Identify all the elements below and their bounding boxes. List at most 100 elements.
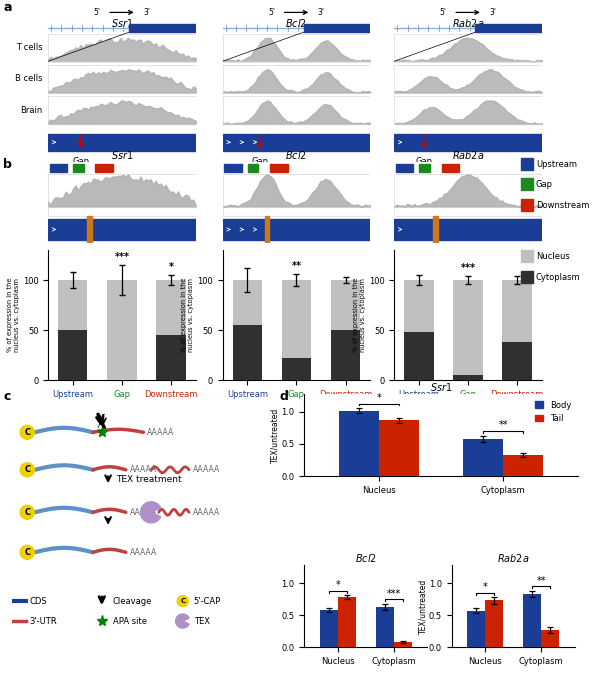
Text: $\it{Rab2a}$: $\it{Rab2a}$	[452, 149, 484, 161]
Text: 3': 3'	[143, 8, 150, 18]
Text: **: **	[291, 261, 302, 271]
Bar	[404, 280, 433, 332]
Bar	[48, 34, 196, 61]
Bar	[49, 164, 67, 172]
Text: 3'-UTR: 3'-UTR	[29, 616, 57, 625]
Text: Gap: Gap	[251, 157, 268, 166]
Text: TEX: TEX	[194, 616, 209, 625]
Y-axis label: % of expression in the
nucleus vs. cytoplasm: % of expression in the nucleus vs. cytop…	[181, 278, 194, 352]
Bar	[232, 325, 262, 380]
Text: Downstream: Downstream	[536, 201, 589, 210]
Bar	[48, 174, 196, 216]
Text: $\it{Ssr1}$: $\it{Ssr1}$	[111, 17, 133, 29]
Bar	[376, 607, 394, 647]
Bar	[48, 97, 196, 124]
Text: b: b	[3, 158, 12, 171]
Text: c: c	[3, 390, 10, 403]
Text: Cleavage: Cleavage	[113, 597, 152, 606]
Text: T cells: T cells	[16, 43, 42, 52]
Bar	[48, 134, 196, 151]
Bar	[420, 164, 430, 172]
Bar	[107, 280, 137, 380]
Bar	[338, 597, 356, 647]
Text: ***: ***	[386, 588, 401, 599]
Bar	[394, 65, 542, 92]
Circle shape	[20, 545, 34, 560]
Bar	[453, 375, 483, 380]
Text: C: C	[24, 465, 30, 474]
Text: *: *	[483, 582, 488, 592]
Bar	[433, 216, 438, 243]
Text: d: d	[280, 390, 289, 403]
Bar	[87, 216, 92, 243]
Bar	[223, 97, 370, 124]
Bar	[265, 216, 269, 243]
Text: APA: APA	[81, 253, 98, 262]
Bar	[223, 174, 370, 216]
Bar	[396, 164, 414, 172]
Bar	[453, 280, 483, 375]
Text: *: *	[169, 262, 173, 272]
Title: $\it{Ssr1}$: $\it{Ssr1}$	[430, 381, 452, 393]
Text: AAAAA: AAAAA	[147, 428, 175, 437]
Text: AAAAA: AAAAA	[193, 465, 220, 474]
Text: C: C	[24, 508, 30, 516]
Text: *: *	[335, 580, 340, 590]
Bar	[232, 280, 262, 325]
Bar	[394, 219, 542, 240]
Circle shape	[20, 506, 34, 519]
Text: AAAAA: AAAAA	[129, 548, 157, 557]
Text: ***: ***	[114, 252, 129, 262]
Text: $\it{Ssr1}$: $\it{Ssr1}$	[111, 149, 133, 161]
Y-axis label: TEX/untreated: TEX/untreated	[418, 579, 427, 634]
Circle shape	[20, 463, 34, 477]
Bar	[48, 219, 196, 240]
Bar	[503, 342, 532, 380]
Text: Nucleus: Nucleus	[536, 252, 569, 262]
Circle shape	[20, 425, 34, 439]
Wedge shape	[140, 502, 161, 523]
Bar	[464, 439, 503, 476]
Bar	[58, 280, 87, 330]
Bar	[331, 280, 361, 330]
Bar	[320, 610, 338, 647]
Text: APA site: APA site	[113, 616, 147, 625]
Bar	[394, 34, 542, 61]
Bar	[282, 358, 311, 380]
Text: 3': 3'	[318, 8, 325, 18]
Text: AAAAA: AAAAA	[193, 508, 220, 516]
Bar	[441, 164, 459, 172]
Bar	[248, 164, 258, 172]
Text: TEX treatment: TEX treatment	[116, 475, 181, 484]
Bar	[523, 594, 541, 647]
Bar	[223, 219, 370, 240]
Bar	[95, 164, 113, 172]
Text: C: C	[180, 598, 185, 604]
Text: Gap: Gap	[415, 157, 432, 166]
Bar	[476, 24, 542, 32]
Text: $\it{Rab2a}$: $\it{Rab2a}$	[452, 17, 484, 29]
Bar	[339, 410, 379, 476]
Bar	[394, 97, 542, 124]
Text: B cells: B cells	[15, 74, 42, 84]
Bar	[503, 280, 532, 342]
Text: APA: APA	[427, 253, 444, 262]
Text: **: **	[498, 421, 508, 430]
Text: CDS: CDS	[29, 597, 47, 606]
Text: *: *	[376, 393, 381, 403]
Bar	[394, 643, 412, 647]
Text: $\it{Bcl2}$: $\it{Bcl2}$	[285, 17, 308, 29]
Bar	[223, 34, 370, 61]
Text: C: C	[24, 428, 30, 437]
Bar	[467, 611, 485, 647]
Bar	[58, 330, 87, 380]
Title: $\it{Bcl2}$: $\it{Bcl2}$	[355, 552, 377, 564]
Text: ***: ***	[461, 263, 476, 273]
Bar	[394, 134, 542, 151]
Bar	[157, 335, 186, 380]
Text: a: a	[3, 1, 11, 14]
Text: Brain: Brain	[20, 105, 42, 114]
Bar	[541, 630, 559, 647]
Text: Gap: Gap	[536, 180, 553, 190]
Bar	[394, 174, 542, 216]
